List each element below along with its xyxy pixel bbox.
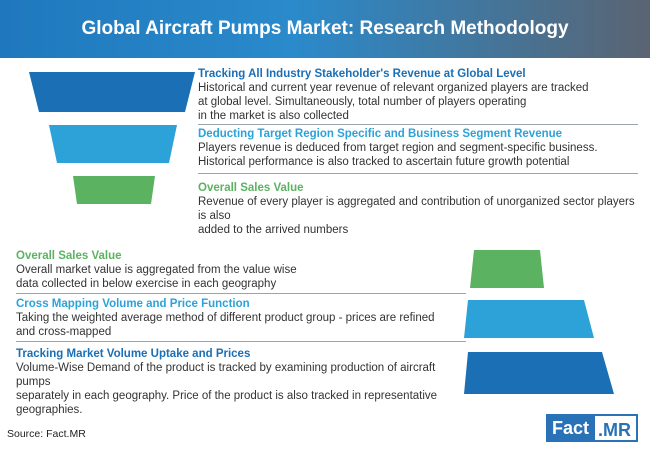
bottom-step-3: Tracking Market Volume Uptake and Prices…	[16, 347, 466, 417]
bottom-step-1-line-1: Overall market value is aggregated from …	[16, 264, 297, 276]
logo-mr-text: .MR	[593, 414, 639, 442]
bottom-step-3-heading: Tracking Market Volume Uptake and Prices	[16, 348, 251, 360]
top-step-2: Deducting Target Region Specific and Bus…	[198, 127, 638, 169]
bottom-step-3-line-2: separately in each geography. Price of t…	[16, 390, 438, 402]
bottom-step-1-line-2: data collected in below exercise in each…	[16, 278, 277, 290]
funnel-top-step-2	[49, 125, 177, 163]
bottom-step-2-line-1: Taking the weighted average method of di…	[16, 312, 435, 324]
top-separator-2	[198, 173, 638, 174]
top-step-2-line-2: Historical performance is also tracked t…	[198, 156, 570, 168]
funnel-bottom-step-2	[464, 300, 594, 338]
bottom-step-1-heading: Overall Sales Value	[16, 250, 122, 262]
source-note: Source: Fact.MR	[7, 428, 86, 440]
top-separator-1	[198, 124, 638, 125]
funnel-top-step-1	[29, 72, 195, 112]
funnel-top	[29, 72, 195, 204]
top-step-1-line-1: Historical and current year revenue of r…	[198, 82, 589, 94]
logo-fact-text: Fact	[546, 414, 594, 442]
funnel-bottom-step-1	[470, 250, 544, 288]
header-banner: Global Aircraft Pumps Market: Research M…	[0, 0, 650, 58]
top-step-3-heading: Overall Sales Value	[198, 182, 304, 194]
factmr-logo: Fact .MR	[546, 414, 639, 442]
top-step-1-line-3: in the market is also collected	[198, 110, 349, 122]
top-step-2-heading: Deducting Target Region Specific and Bus…	[198, 128, 563, 140]
bottom-separator-2	[16, 341, 466, 342]
funnel-bottom-step-3	[464, 352, 614, 394]
bottom-step-2-heading: Cross Mapping Volume and Price Function	[16, 298, 250, 310]
top-step-3: Overall Sales Value Revenue of every pla…	[198, 181, 638, 237]
bottom-step-1: Overall Sales Value Overall market value…	[16, 249, 466, 291]
top-step-1-line-2: at global level. Simultaneously, total n…	[198, 96, 527, 108]
top-step-2-line-1: Players revenue is deduced from target r…	[198, 142, 598, 154]
bottom-step-3-line-1: Volume-Wise Demand of the product is tra…	[16, 362, 436, 388]
funnel-bottom	[464, 250, 614, 394]
page-title: Global Aircraft Pumps Market: Research M…	[81, 18, 569, 39]
top-step-1-heading: Tracking All Industry Stakeholder's Reve…	[198, 68, 526, 80]
top-step-3-line-1: Revenue of every player is aggregated an…	[198, 196, 635, 222]
bottom-step-2: Cross Mapping Volume and Price Function …	[16, 297, 466, 339]
bottom-step-2-line-2: and cross-mapped	[16, 326, 112, 338]
bottom-separator-1	[16, 293, 466, 294]
top-step-3-line-2: added to the arrived numbers	[198, 224, 349, 236]
top-step-1: Tracking All Industry Stakeholder's Reve…	[198, 67, 638, 123]
funnel-top-step-3	[73, 176, 155, 204]
bottom-step-3-line-3: geographies.	[16, 404, 83, 416]
